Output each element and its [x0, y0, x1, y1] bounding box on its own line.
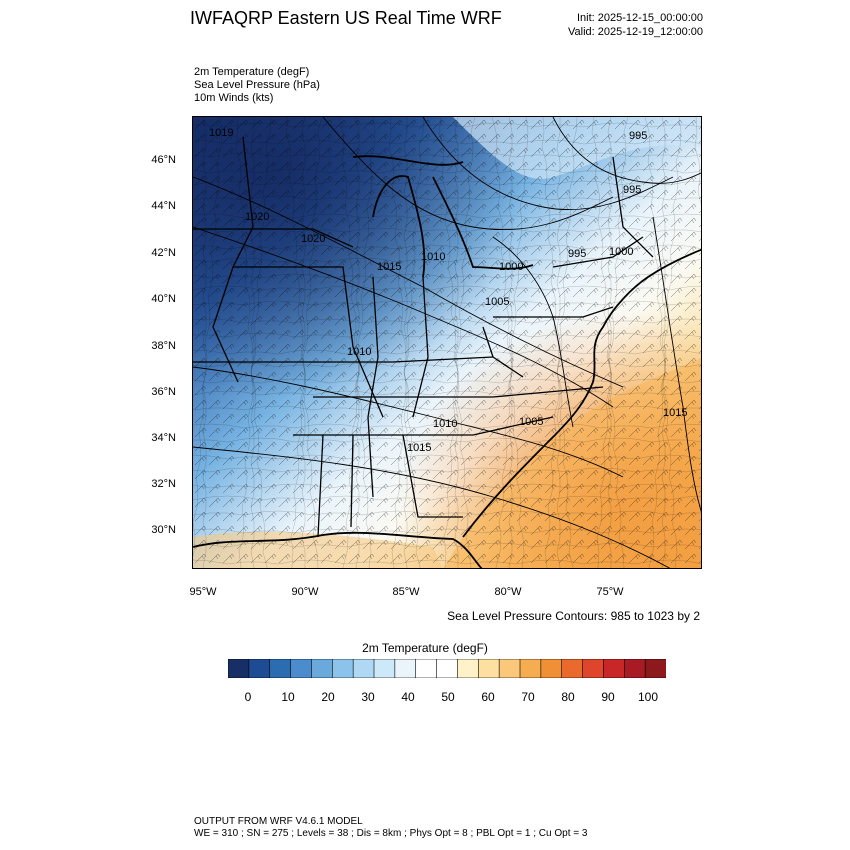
lat-label: 34°N: [151, 432, 176, 444]
colorbar: [228, 659, 666, 678]
lat-label: 38°N: [151, 340, 176, 352]
colorbar-tick-label: 50: [441, 690, 455, 704]
wind-barbs: [193, 117, 701, 568]
contour-label: 1010: [421, 251, 445, 263]
lat-label: 32°N: [151, 478, 176, 490]
contour-label: 995: [623, 184, 641, 196]
lon-label: 95°W: [189, 586, 217, 598]
colorbar-swatch: [623, 659, 646, 678]
contour-label: 995: [629, 130, 647, 142]
colorbar-swatch: [603, 659, 626, 678]
lat-label: 42°N: [151, 247, 176, 259]
lat-label: 40°N: [151, 293, 176, 305]
contour-label: 1000: [499, 261, 523, 273]
coastline: [193, 155, 701, 568]
contour-label: 1015: [663, 407, 687, 419]
colorbar-tick-label: 20: [321, 690, 335, 704]
contour-label: 1020: [301, 233, 325, 245]
colorbar-tick-label: 40: [401, 690, 415, 704]
contour-label: 1015: [407, 442, 431, 454]
colorbar-swatch: [331, 659, 354, 678]
colorbar-swatch: [582, 659, 605, 678]
colorbar-swatch: [394, 659, 417, 678]
pressure-contour-note: Sea Level Pressure Contours: 985 to 1023…: [447, 609, 700, 623]
colorbar-tick-label: 70: [521, 690, 535, 704]
county-lines: [193, 117, 701, 568]
colorbar-tick-label: 80: [561, 690, 575, 704]
pressure-contours: [193, 117, 701, 568]
contour-label: 1015: [377, 261, 401, 273]
contour-label: 1020: [245, 211, 269, 223]
colorbar-swatch: [373, 659, 396, 678]
lat-label: 44°N: [151, 200, 176, 212]
colorbar-swatch: [540, 659, 563, 678]
colorbar-tick-label: 60: [481, 690, 495, 704]
colorbar-swatch: [311, 659, 334, 678]
contour-label: 1005: [519, 416, 543, 428]
colorbar-swatch: [457, 659, 480, 678]
colorbar-swatch: [436, 659, 459, 678]
map-title: IWFAQRP Eastern US Real Time WRF: [190, 8, 502, 28]
model-info: OUTPUT FROM WRF V4.6.1 MODEL: [194, 816, 363, 827]
temperature-map: 1019 1020 1020 1015 1010 1000 995 995 10…: [192, 116, 702, 569]
contour-label: 1010: [347, 346, 371, 358]
contour-label: 1000: [609, 246, 633, 258]
lon-label: 80°W: [494, 586, 522, 598]
colorbar-swatch: [477, 659, 500, 678]
colorbar-swatch: [228, 659, 250, 678]
valid-time: Valid: 2025-12-19_12:00:00: [568, 26, 703, 38]
contour-label: 1010: [433, 418, 457, 430]
field-label-winds: 10m Winds (kts): [194, 92, 274, 104]
colorbar-swatch: [415, 659, 438, 678]
contour-label: 1019: [209, 127, 233, 139]
colorbar-swatch: [519, 659, 542, 678]
lon-label: 90°W: [291, 586, 319, 598]
colorbar-swatch: [352, 659, 375, 678]
colorbar-swatch: [248, 659, 271, 678]
colorbar-tick-label: 100: [637, 690, 659, 704]
lat-label: 36°N: [151, 386, 176, 398]
colorbar-tick-label: 0: [244, 690, 252, 704]
contour-labels: 1019 1020 1020 1015 1010 1000 995 995 10…: [209, 127, 687, 454]
map-canvas: 1019 1020 1020 1015 1010 1000 995 995 10…: [193, 117, 701, 568]
colorbar-tick-label: 90: [601, 690, 615, 704]
field-label-temperature: 2m Temperature (degF): [194, 66, 310, 78]
colorbar-swatch: [269, 659, 292, 678]
lat-label: 30°N: [151, 524, 176, 536]
colorbar-swatch: [498, 659, 521, 678]
colorbar-swatch: [561, 659, 584, 678]
colorbar-swatch: [644, 659, 666, 678]
model-config: WE = 310 ; SN = 275 ; Levels = 38 ; Dis …: [194, 828, 588, 839]
contour-label: 995: [568, 248, 586, 260]
colorbar-title: 2m Temperature (degF): [362, 641, 488, 655]
lon-label: 75°W: [596, 586, 624, 598]
field-label-pressure: Sea Level Pressure (hPa): [194, 79, 320, 91]
colorbar-tick-label: 30: [361, 690, 375, 704]
colorbar-tick-label: 10: [281, 690, 295, 704]
lat-label: 46°N: [151, 154, 176, 166]
lon-label: 85°W: [392, 586, 420, 598]
init-time: Init: 2025-12-15_00:00:00: [577, 12, 703, 24]
colorbar-swatch: [290, 659, 313, 678]
contour-label: 1005: [485, 296, 509, 308]
